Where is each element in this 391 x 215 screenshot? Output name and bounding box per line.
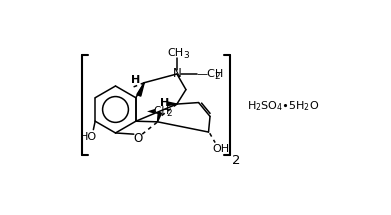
Text: O: O <box>134 132 143 146</box>
Text: H: H <box>131 75 140 85</box>
Text: ◄CH: ◄CH <box>147 106 170 116</box>
Text: N: N <box>172 68 181 80</box>
Polygon shape <box>158 112 161 122</box>
Text: HO: HO <box>80 132 97 142</box>
Text: 2: 2 <box>215 72 221 81</box>
Text: H$_2$SO$_4$$\bullet$5H$_2$O: H$_2$SO$_4$$\bullet$5H$_2$O <box>247 100 319 113</box>
Text: 2: 2 <box>167 109 172 118</box>
Text: H: H <box>160 98 169 108</box>
Text: 3: 3 <box>183 51 189 60</box>
Polygon shape <box>137 83 144 96</box>
Text: OH: OH <box>213 144 230 154</box>
Polygon shape <box>168 102 177 105</box>
Text: —CH: —CH <box>197 69 224 79</box>
Text: CH: CH <box>167 49 183 58</box>
Text: 2: 2 <box>232 154 240 167</box>
